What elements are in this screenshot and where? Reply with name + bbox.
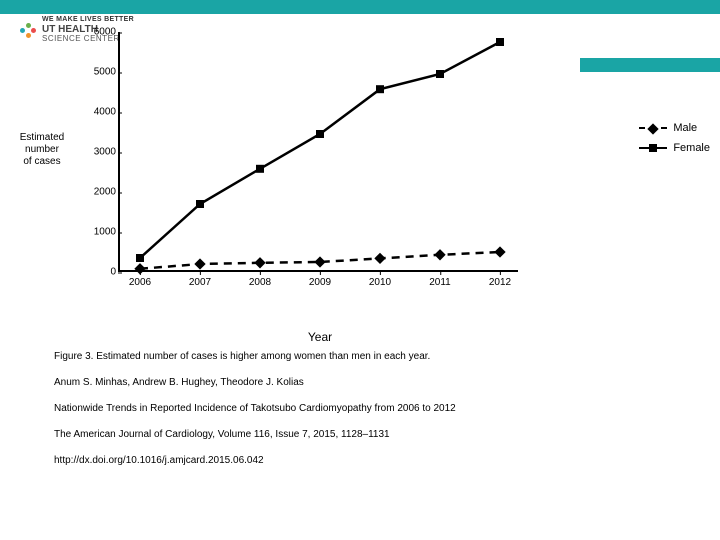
y-tick: 2000: [80, 187, 116, 198]
plot-area: 0100020003000400050006000200620072008200…: [118, 32, 518, 272]
paper-title: Nationwide Trends in Reported Incidence …: [54, 402, 680, 416]
square-icon: [649, 144, 657, 152]
legend: Male Female: [639, 122, 710, 162]
legend-item-male: Male: [639, 122, 710, 134]
y-tick: 6000: [80, 27, 116, 38]
x-tick: 2011: [429, 277, 451, 288]
x-tick: 2007: [189, 277, 211, 288]
x-tick: 2010: [369, 277, 391, 288]
legend-line-male: [639, 127, 667, 129]
legend-label-female: Female: [673, 142, 710, 154]
y-tick: 5000: [80, 67, 116, 78]
journal: The American Journal of Cardiology, Volu…: [54, 428, 680, 442]
x-axis-label: Year: [70, 330, 570, 344]
legend-item-female: Female: [639, 142, 710, 154]
y-tick: 3000: [80, 147, 116, 158]
doi: http://dx.doi.org/10.1016/j.amjcard.2015…: [54, 454, 680, 468]
authors: Anum S. Minhas, Andrew B. Hughey, Theodo…: [54, 376, 680, 390]
y-tick: 0: [80, 267, 116, 278]
diamond-icon: [648, 123, 659, 134]
legend-line-female: [639, 147, 667, 149]
x-tick: 2009: [309, 277, 331, 288]
y-tick: 4000: [80, 107, 116, 118]
logo-icon: [20, 21, 38, 39]
figure-caption: Figure 3. Estimated number of cases is h…: [54, 350, 680, 364]
x-tick: 2012: [489, 277, 511, 288]
legend-label-male: Male: [673, 122, 697, 134]
x-tick: 2006: [129, 277, 151, 288]
header-bar: [0, 0, 720, 14]
caption-block: Figure 3. Estimated number of cases is h…: [54, 350, 680, 480]
logo-tagline: WE MAKE LIVES BETTER: [42, 16, 134, 24]
chart: Estimated number of cases 01000200030004…: [70, 32, 630, 322]
chart-lines: [120, 32, 518, 270]
y-axis-label: Estimated number of cases: [12, 132, 72, 168]
y-tick: 1000: [80, 227, 116, 238]
x-tick: 2008: [249, 277, 271, 288]
